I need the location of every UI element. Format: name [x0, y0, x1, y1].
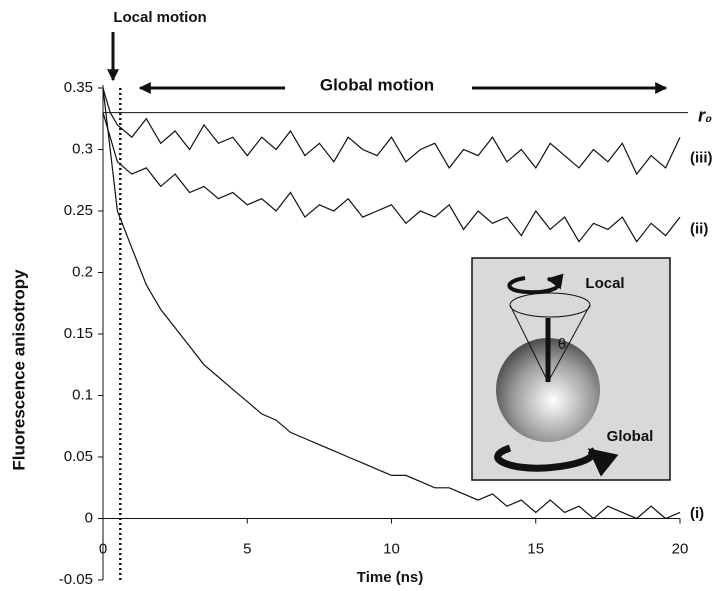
- y-tick-label: 0.15: [64, 325, 93, 342]
- y-tick-label: 0.25: [64, 202, 93, 219]
- y-tick-label: -0.05: [59, 571, 93, 588]
- x-tick-label: 0: [99, 540, 107, 557]
- local-motion-label: Local motion: [113, 9, 206, 26]
- x-tick-label: 15: [527, 540, 544, 557]
- y-tick-label: 0.2: [72, 263, 93, 280]
- x-tick-label: 20: [672, 540, 689, 557]
- y-tick-label: 0.35: [64, 79, 93, 96]
- series-line: [102, 87, 681, 520]
- global-rotation-arrow: [494, 444, 619, 477]
- y-tick-label: 0.3: [72, 140, 93, 157]
- inset-angle-label: θ: [558, 336, 566, 353]
- global-motion-label: Global motion: [320, 75, 434, 94]
- cone-side: [547, 304, 591, 383]
- cone-side: [509, 304, 549, 383]
- plot-area: -0.05 0 0.05 0.1 0.15 0.2 0.25 0.3 0.35 0 5 10 15 20 r…: [59, 79, 713, 588]
- sphere: [496, 338, 600, 442]
- local-rotation-arrow: [507, 273, 564, 295]
- y-tick-label: 0: [85, 509, 93, 526]
- series-label: (ii): [690, 220, 708, 237]
- reference-label: r₀: [698, 105, 712, 125]
- y-tick-label: 0.1: [72, 386, 93, 403]
- y-tick-label: 0.05: [64, 448, 93, 465]
- x-tick-label: 10: [383, 540, 400, 557]
- series-line: [102, 87, 681, 176]
- inset-local-label: Local: [585, 275, 624, 292]
- inset-global-label: Global: [607, 428, 654, 445]
- x-axis-label: Time (ns): [357, 569, 423, 586]
- series-label: (i): [690, 505, 704, 522]
- y-axis-label: Fluorescence anisotropy: [9, 269, 28, 471]
- inset: Local θ Global: [471, 257, 671, 481]
- x-tick-label: 5: [243, 540, 251, 557]
- series-label: (iii): [690, 150, 713, 167]
- series-line: [102, 112, 681, 243]
